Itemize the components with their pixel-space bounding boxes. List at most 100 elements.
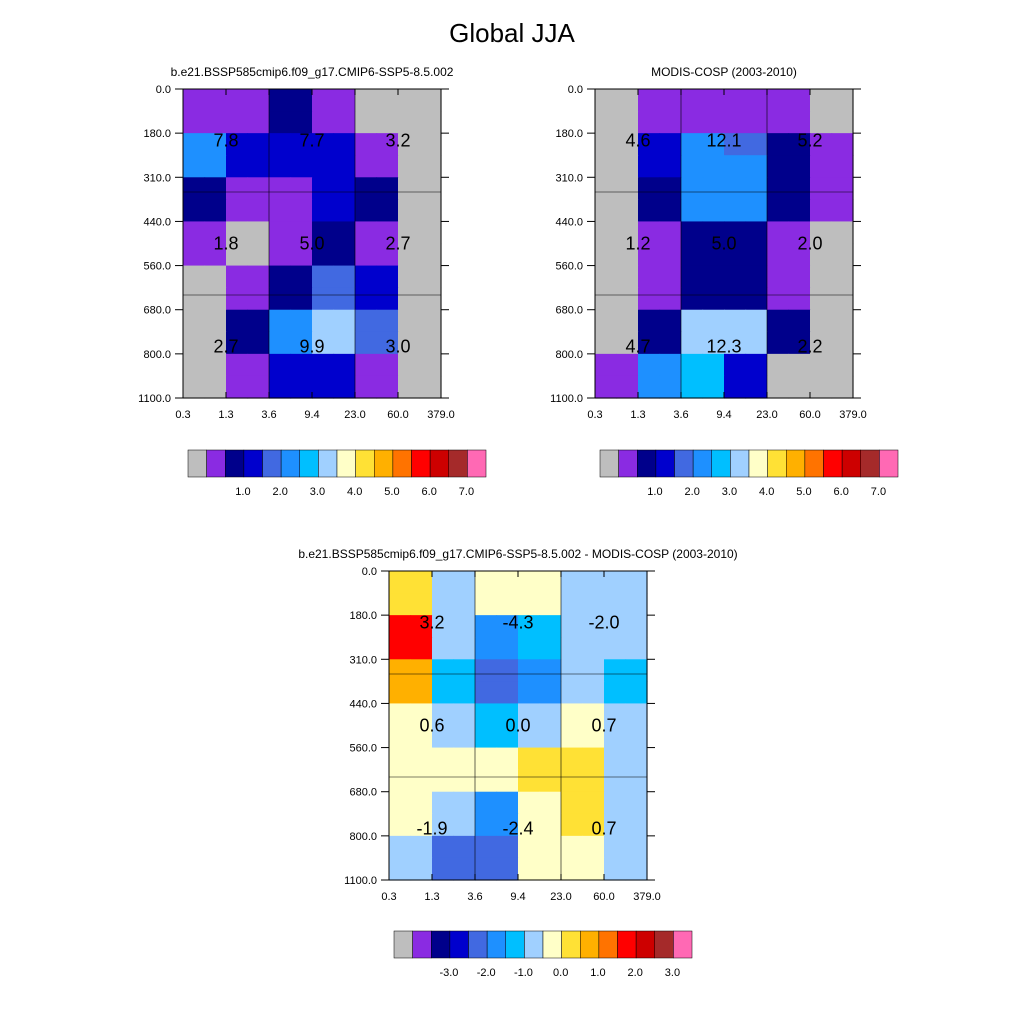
heatmap-cell (453, 571, 476, 594)
heatmap-cell (496, 857, 519, 881)
heatmap-cell (398, 221, 421, 245)
heatmap-cell (269, 199, 292, 223)
x-tick-label: 1.3 (424, 891, 439, 903)
heatmap-cell (398, 353, 421, 377)
heatmap-cell (226, 89, 249, 112)
heatmap-cell (410, 791, 433, 815)
heatmap-cell (638, 133, 661, 156)
heatmap-cell (831, 353, 854, 377)
heatmap-cell (333, 133, 356, 156)
heatmap-cell (767, 89, 790, 112)
heatmap-cell (681, 375, 704, 399)
heatmap-cell (681, 89, 704, 112)
heatmap-cell (582, 813, 605, 837)
heatmap-cell (604, 615, 627, 638)
heatmap-cell (410, 835, 433, 859)
heatmap-cell (616, 155, 639, 178)
heatmap-cell (604, 593, 627, 616)
heatmap-cell (518, 681, 541, 705)
heatmap-cell (724, 265, 747, 289)
heatmap-cell (290, 309, 313, 333)
heatmap-cell (269, 287, 292, 311)
heatmap-cell (453, 813, 476, 837)
heatmap-cell (702, 309, 725, 333)
heatmap-cell (616, 309, 639, 333)
heatmap-cell (226, 199, 249, 223)
heatmap-cell (204, 155, 227, 178)
heatmap-cell (410, 637, 433, 660)
heatmap-cell (539, 593, 562, 616)
heatmap-cell (831, 111, 854, 134)
x-tick-label: 1.3 (630, 409, 645, 421)
heatmap-cell (475, 769, 498, 793)
heatmap-cell (681, 353, 704, 377)
heatmap-cell (724, 177, 747, 200)
heatmap-cell (561, 593, 584, 616)
heatmap-cell (290, 155, 313, 178)
heatmap-cell (312, 221, 335, 245)
heatmap-cell (702, 199, 725, 223)
heatmap-cells (389, 571, 648, 881)
heatmap-cell (616, 89, 639, 112)
heatmap-cell (204, 375, 227, 399)
heatmap-cell (518, 703, 541, 727)
heatmap-cell (204, 89, 227, 112)
colorbar-label: 4.0 (347, 486, 362, 498)
heatmap-cell (398, 155, 421, 178)
heatmap-cell (810, 375, 833, 399)
heatmap-cell (376, 375, 399, 399)
heatmap-cell (638, 287, 661, 311)
cell-value-label: 7.8 (213, 131, 238, 151)
colorbar-label: 2.0 (628, 967, 643, 979)
heatmap-cell (398, 287, 421, 311)
heatmap-cell (247, 309, 270, 333)
heatmap-cell (389, 813, 412, 837)
heatmap-cell (702, 265, 725, 289)
heatmap-cell (432, 615, 455, 638)
heatmap-cell (496, 571, 519, 594)
colorbar-box (617, 930, 637, 959)
heatmap-cell (410, 681, 433, 705)
cell-value-label: 2.2 (797, 337, 822, 357)
heatmap-cell (625, 615, 648, 638)
heatmap-cell (247, 243, 270, 267)
heatmap-cell (518, 791, 541, 815)
heatmap-cell (247, 199, 270, 223)
heatmap-cell (475, 857, 498, 881)
heatmap-cell (475, 659, 498, 682)
heatmap-cell (398, 89, 421, 112)
heatmap-cell (616, 353, 639, 377)
heatmap-cell (226, 287, 249, 311)
heatmap-cell (247, 133, 270, 156)
heatmap-cell (681, 287, 704, 311)
heatmap-cell (638, 375, 661, 399)
heatmap-cell (625, 637, 648, 660)
x-tick-label: 0.3 (381, 891, 396, 903)
panel-obs: MODIS-COSP (2003-2010) 0.3 1.3 3.6 9.4 23.0 60… (550, 65, 899, 498)
x-tick-label: 0.3 (175, 409, 190, 421)
heatmap-cell (767, 375, 790, 399)
heatmap-cell (831, 155, 854, 178)
heatmap-cell (788, 331, 811, 355)
cell-value-label: 2.7 (213, 337, 238, 357)
heatmap-cell (410, 659, 433, 682)
heatmap-cell (681, 309, 704, 333)
heatmap-cell (724, 353, 747, 377)
heatmap-cell (582, 725, 605, 749)
x-tick-label: 9.4 (304, 409, 319, 421)
heatmap-cell (518, 637, 541, 660)
heatmap-cell (638, 309, 661, 333)
heatmap-cell (767, 111, 790, 134)
y-tick-label: 0.0 (156, 84, 171, 96)
heatmap-cell (333, 243, 356, 267)
heatmap-cell (561, 769, 584, 793)
heatmap-cell (376, 221, 399, 245)
heatmap-cell (453, 857, 476, 881)
heatmap-cell (204, 265, 227, 289)
heatmap-cell (410, 571, 433, 594)
heatmap-cell (767, 331, 790, 355)
heatmap-cell (269, 353, 292, 377)
cell-value-label: -4.3 (502, 613, 533, 633)
heatmap-cell (183, 111, 206, 134)
heatmap-cell (453, 835, 476, 859)
